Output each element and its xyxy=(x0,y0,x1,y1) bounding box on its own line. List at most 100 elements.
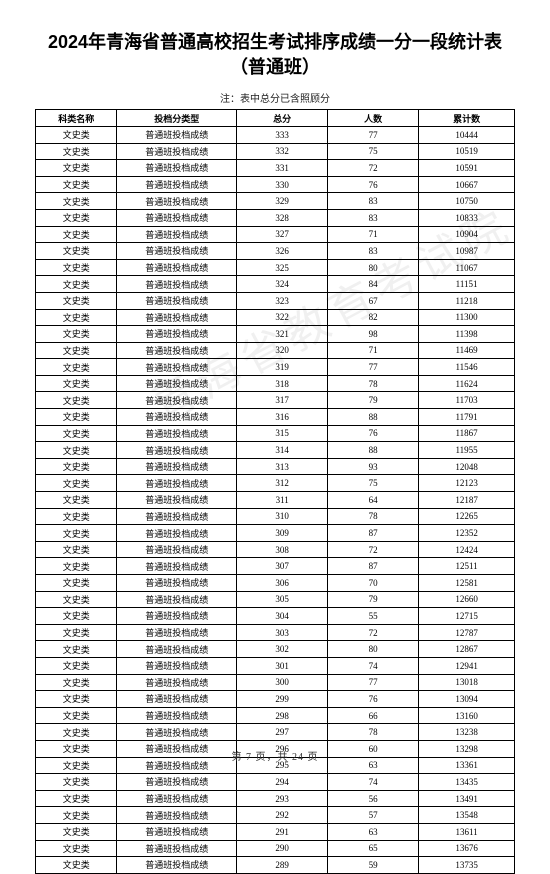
cell-c1: 文史类 xyxy=(36,342,117,359)
cell-c3: 325 xyxy=(237,259,328,276)
cell-c4: 79 xyxy=(328,392,419,409)
cell-c2: 普通班投档成绩 xyxy=(117,458,237,475)
cell-c4: 80 xyxy=(328,259,419,276)
table-row: 文史类普通班投档成绩3127512123 xyxy=(36,475,515,492)
cell-c4: 76 xyxy=(328,425,419,442)
cell-c1: 文史类 xyxy=(36,425,117,442)
cell-c2: 普通班投档成绩 xyxy=(117,707,237,724)
cell-c5: 12265 xyxy=(419,508,515,525)
cell-c2: 普通班投档成绩 xyxy=(117,226,237,243)
cell-c2: 普通班投档成绩 xyxy=(117,492,237,509)
col-header-score: 总分 xyxy=(237,110,328,127)
cell-c1: 文史类 xyxy=(36,840,117,857)
cell-c2: 普通班投档成绩 xyxy=(117,624,237,641)
cell-c3: 291 xyxy=(237,823,328,840)
table-row: 文史类普通班投档成绩3037212787 xyxy=(36,624,515,641)
cell-c1: 文史类 xyxy=(36,392,117,409)
col-header-type: 投档分类型 xyxy=(117,110,237,127)
cell-c1: 文史类 xyxy=(36,375,117,392)
cell-c1: 文史类 xyxy=(36,525,117,542)
cell-c5: 12352 xyxy=(419,525,515,542)
cell-c5: 11398 xyxy=(419,326,515,343)
cell-c1: 文史类 xyxy=(36,292,117,309)
col-header-subject: 科类名称 xyxy=(36,110,117,127)
cell-c3: 307 xyxy=(237,558,328,575)
cell-c4: 88 xyxy=(328,409,419,426)
cell-c5: 13238 xyxy=(419,724,515,741)
table-row: 文史类普通班投档成绩3098712352 xyxy=(36,525,515,542)
cell-c1: 文史类 xyxy=(36,160,117,177)
table-row: 文史类普通班投档成绩3017412941 xyxy=(36,657,515,674)
cell-c4: 79 xyxy=(328,591,419,608)
cell-c2: 普通班投档成绩 xyxy=(117,243,237,260)
cell-c1: 文史类 xyxy=(36,608,117,625)
cell-c3: 321 xyxy=(237,326,328,343)
cell-c4: 65 xyxy=(328,840,419,857)
table-note: 注：表中总分已含照顾分 xyxy=(35,90,515,105)
cell-c1: 文史类 xyxy=(36,126,117,143)
table-row: 文史类普通班投档成绩3236711218 xyxy=(36,292,515,309)
cell-c4: 72 xyxy=(328,541,419,558)
cell-c5: 13611 xyxy=(419,823,515,840)
page-total: 24 xyxy=(292,752,304,763)
cell-c4: 75 xyxy=(328,475,419,492)
cell-c2: 普通班投档成绩 xyxy=(117,674,237,691)
cell-c5: 10667 xyxy=(419,176,515,193)
cell-c3: 304 xyxy=(237,608,328,625)
cell-c3: 315 xyxy=(237,425,328,442)
cell-c2: 普通班投档成绩 xyxy=(117,442,237,459)
cell-c3: 290 xyxy=(237,840,328,857)
table-row: 文史类普通班投档成绩3116412187 xyxy=(36,492,515,509)
cell-c4: 56 xyxy=(328,790,419,807)
cell-c1: 文史类 xyxy=(36,508,117,525)
table-row: 文史类普通班投档成绩3277110904 xyxy=(36,226,515,243)
cell-c2: 普通班投档成绩 xyxy=(117,541,237,558)
cell-c3: 292 xyxy=(237,807,328,824)
table-row: 文史类普通班投档成绩3197711546 xyxy=(36,359,515,376)
cell-c5: 12581 xyxy=(419,575,515,592)
footer-mid: 页，共 xyxy=(252,752,292,763)
cell-c1: 文史类 xyxy=(36,359,117,376)
cell-c4: 78 xyxy=(328,508,419,525)
cell-c5: 11067 xyxy=(419,259,515,276)
cell-c2: 普通班投档成绩 xyxy=(117,575,237,592)
cell-c5: 11546 xyxy=(419,359,515,376)
cell-c3: 301 xyxy=(237,657,328,674)
cell-c2: 普通班投档成绩 xyxy=(117,724,237,741)
cell-c2: 普通班投档成绩 xyxy=(117,774,237,791)
cell-c3: 289 xyxy=(237,857,328,874)
cell-c2: 普通班投档成绩 xyxy=(117,591,237,608)
table-row: 文史类普通班投档成绩3078712511 xyxy=(36,558,515,575)
cell-c5: 11218 xyxy=(419,292,515,309)
table-row: 文史类普通班投档成绩2935613491 xyxy=(36,790,515,807)
cell-c5: 11867 xyxy=(419,425,515,442)
cell-c3: 319 xyxy=(237,359,328,376)
cell-c5: 11469 xyxy=(419,342,515,359)
cell-c1: 文史类 xyxy=(36,176,117,193)
cell-c4: 59 xyxy=(328,857,419,874)
table-row: 文史类普通班投档成绩3228211300 xyxy=(36,309,515,326)
cell-c2: 普通班投档成绩 xyxy=(117,309,237,326)
table-row: 文史类普通班投档成绩2997613094 xyxy=(36,691,515,708)
cell-c3: 317 xyxy=(237,392,328,409)
col-header-count: 人数 xyxy=(328,110,419,127)
cell-c5: 13018 xyxy=(419,674,515,691)
cell-c1: 文史类 xyxy=(36,674,117,691)
table-row: 文史类普通班投档成绩3268310987 xyxy=(36,243,515,260)
table-row: 文史类普通班投档成绩3028012867 xyxy=(36,641,515,658)
cell-c4: 88 xyxy=(328,442,419,459)
cell-c3: 308 xyxy=(237,541,328,558)
cell-c4: 78 xyxy=(328,375,419,392)
cell-c3: 300 xyxy=(237,674,328,691)
cell-c5: 12715 xyxy=(419,608,515,625)
cell-c4: 87 xyxy=(328,558,419,575)
cell-c5: 13435 xyxy=(419,774,515,791)
cell-c4: 55 xyxy=(328,608,419,625)
cell-c2: 普通班投档成绩 xyxy=(117,475,237,492)
cell-c4: 63 xyxy=(328,823,419,840)
cell-c4: 64 xyxy=(328,492,419,509)
cell-c3: 333 xyxy=(237,126,328,143)
table-row: 文史类普通班投档成绩3087212424 xyxy=(36,541,515,558)
cell-c2: 普通班投档成绩 xyxy=(117,857,237,874)
cell-c3: 322 xyxy=(237,309,328,326)
